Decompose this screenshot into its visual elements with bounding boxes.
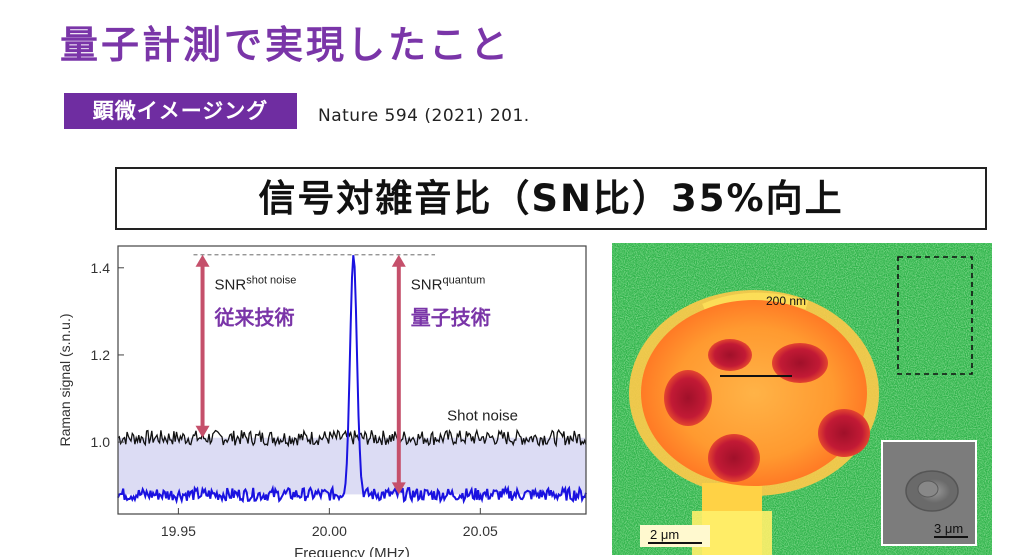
page-title: 量子計測で実現したこと [60,23,512,67]
roi-dashed-box [897,256,973,375]
scale-200nm-label: 200 nm [766,294,806,308]
y-tick-label: 1.4 [91,260,111,276]
series-shot-noise [117,428,587,448]
y-tick-label: 1.0 [91,434,111,450]
scale-bar-2um-bg [640,525,710,547]
snr-shot-arrow-head-bottom [195,425,210,438]
scale-2um-label: 2 μm [650,527,679,542]
y-tick-label: 1.2 [91,347,111,363]
reference-citation: Nature 594 (2021) 201. [318,106,530,126]
snr-shot-arrow-head-top [195,254,210,267]
headline-box: 信号対雑音比（SN比）35%向上 [115,167,987,230]
cell-spot [772,343,828,383]
cell-spot [708,434,760,482]
snr-quantum-arrow-head-bottom [391,482,406,495]
y-axis-label: Raman signal (s.n.u.) [57,313,73,446]
x-tick-label: 20.05 [463,523,498,539]
plot-frame [117,245,587,515]
micrograph-image: 200 nm 2 μm 3 μm [612,243,992,555]
x-tick-label: 20.00 [312,523,347,539]
shot-noise-label: Shot noise [447,407,518,424]
snr-quantum-arrow-head-top [391,254,406,267]
snr-quantum-jp-label: 量子技術 [411,305,491,329]
cell-spot [708,339,752,371]
snr-quantum-label: SNRquantum [411,275,485,294]
raman-chart: 1.0 1.2 1.4 19.95 20.00 20.05 Frequency (MHz) R… [57,245,587,557]
cell-spot [664,370,712,426]
snr-shot-jp-label: 従来技術 [214,305,295,329]
inset-scale-label: 3 μm [934,521,963,536]
section-tag: 顕微イメージング [64,93,297,129]
noise-band-fill [118,437,586,495]
snr-shot-label: SNRshot noise [215,275,297,294]
cell-spot [818,409,870,457]
x-tick-label: 19.95 [161,523,196,539]
x-axis-label: Frequency (MHz) [294,545,410,557]
series-quantum [117,255,587,505]
